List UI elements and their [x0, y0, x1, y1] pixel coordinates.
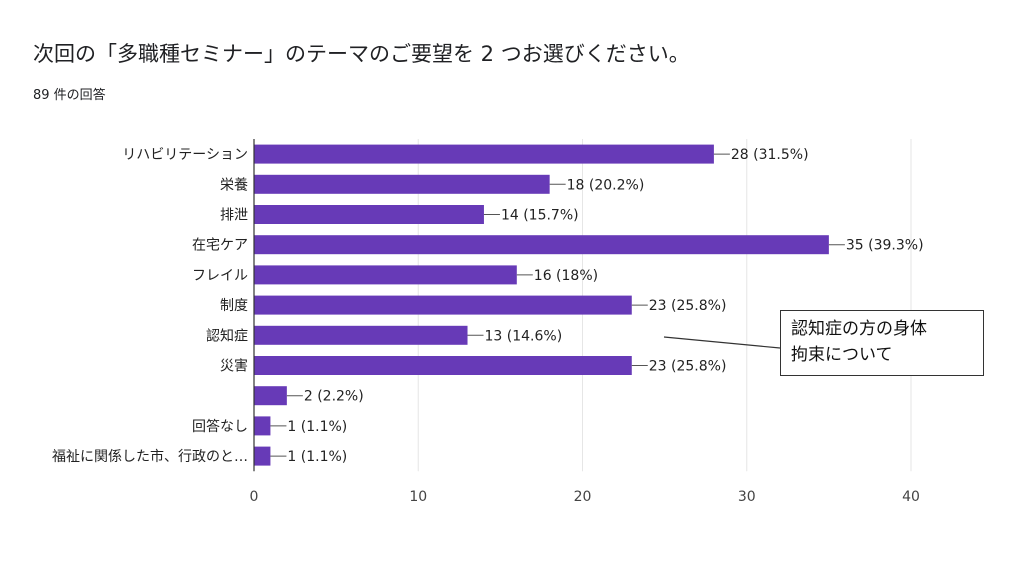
data-label: 14 (15.7%) — [501, 208, 579, 224]
callout-line-2: 拘束について — [791, 345, 893, 365]
x-tick-label: 40 — [902, 489, 920, 505]
callout-pointer — [663, 336, 781, 349]
bar — [254, 325, 468, 345]
data-label: 18 (20.2%) — [567, 177, 645, 193]
bar — [254, 144, 714, 164]
category-label: 回答なし — [192, 418, 248, 435]
x-tick-label: 30 — [738, 489, 756, 505]
category-label: 排泄 — [220, 208, 248, 224]
category-label: 栄養 — [220, 176, 248, 193]
data-label: 1 (1.1%) — [287, 419, 347, 435]
category-label: フレイル — [192, 268, 248, 284]
data-label: 23 (25.8%) — [649, 298, 727, 314]
x-tick-label: 10 — [409, 489, 427, 505]
category-label: 在宅ケア — [192, 238, 248, 254]
bar — [254, 265, 517, 285]
data-label: 23 (25.8%) — [649, 359, 727, 375]
bar — [254, 356, 632, 375]
bar — [254, 205, 484, 224]
data-label: 2 (2.2%) — [304, 389, 364, 405]
x-tick-label: 0 — [250, 489, 259, 505]
data-label: 28 (31.5%) — [731, 147, 809, 163]
category-label: リハビリテーション — [122, 147, 248, 163]
x-tick-label: 20 — [574, 489, 592, 505]
data-label: 13 (14.6%) — [485, 328, 563, 344]
chart-title: 次回の「多職種セミナー」のテーマのご要望を 2 つお選びください。 — [33, 42, 690, 66]
callout-line-1: 認知症の方の身体 — [791, 319, 927, 339]
bar — [254, 416, 271, 436]
data-label: 1 (1.1%) — [287, 449, 347, 465]
bar — [254, 386, 287, 406]
bar — [254, 174, 550, 194]
bar — [254, 235, 829, 255]
data-label: 35 (39.3%) — [846, 238, 924, 254]
category-label: 制度 — [220, 298, 248, 314]
bar — [254, 446, 271, 466]
callout-annotation: 認知症の方の身体 拘束について — [780, 310, 984, 376]
bar — [254, 295, 632, 315]
data-label: 16 (18%) — [534, 268, 598, 284]
category-label: 認知症 — [206, 327, 248, 344]
category-label: 福祉に関係した市、行政のと… — [52, 448, 248, 465]
response-count: 89 件の回答 — [33, 88, 106, 103]
category-label: 災害 — [220, 359, 248, 375]
